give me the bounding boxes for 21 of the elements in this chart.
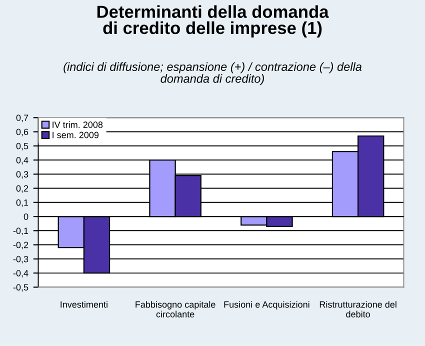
y-tick-label: -0,1: [13, 228, 28, 236]
y-tick-label: 0,4: [16, 156, 28, 164]
y-tick-label: -0,3: [13, 256, 28, 264]
y-tick-label: -0,2: [13, 242, 28, 250]
chart-title: Determinanti della domanda di credito delle imprese (1): [97, 5, 329, 38]
x-tick-label: Fusioni e Acquisizioni: [224, 301, 310, 310]
y-tick-label: -0,4: [13, 270, 28, 278]
legend-label: I sem. 2009: [52, 132, 99, 138]
y-tick-label: 0,2: [16, 185, 28, 193]
x-tick-label: Ristrutturazione del debito: [320, 301, 396, 318]
y-tick-label: 0,6: [16, 128, 28, 136]
x-tick-label: Investimenti: [60, 301, 108, 308]
legend-label: IV trim. 2008: [52, 121, 103, 128]
x-tick-label: Fabbisogno capitale circolante: [136, 301, 216, 318]
y-tick-label: 0,7: [16, 114, 28, 122]
y-tick-label: -0,5: [13, 284, 28, 292]
y-tick-label: 0,5: [16, 142, 28, 150]
chart-subtitle: (indici di diffusione; espansione (+) / contrazione (–) della domanda di credito): [64, 62, 362, 86]
y-tick-label: 0,1: [16, 199, 28, 207]
y-tick-label: 0,3: [16, 171, 28, 179]
y-tick-label: 0: [24, 214, 28, 220]
